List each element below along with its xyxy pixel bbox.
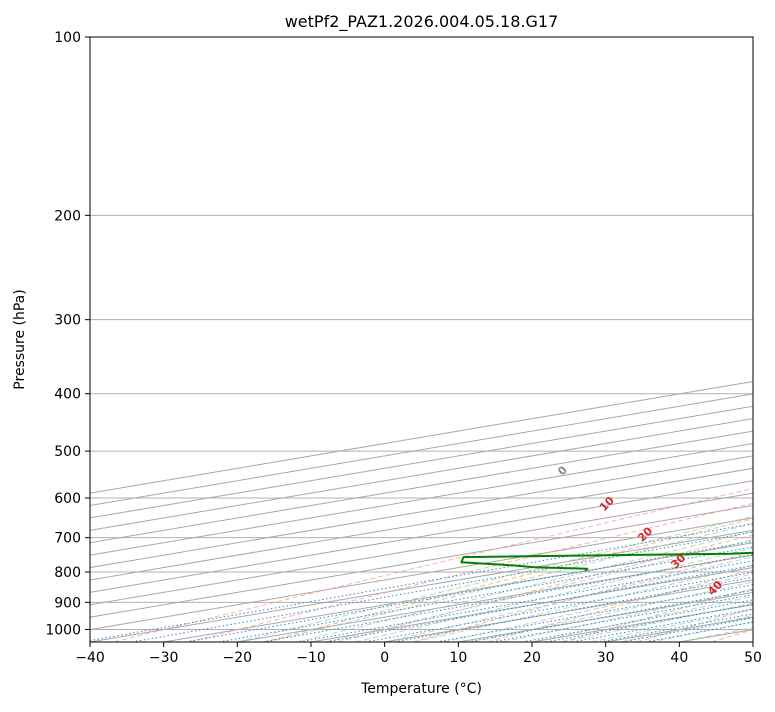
y-tick-label: 600 — [54, 491, 81, 507]
dewpoint-profile-line — [461, 37, 775, 570]
mixing-ratio-line — [622, 451, 775, 642]
isotherm-line — [0, 37, 775, 642]
moist-adiabat-line — [355, 37, 775, 642]
isotherm-line — [385, 37, 775, 642]
y-tick-label: 800 — [54, 565, 81, 581]
isotherm-line — [16, 37, 775, 642]
isotherm-line — [0, 37, 775, 642]
moist-adiabat-line — [385, 37, 775, 642]
data-series — [461, 37, 775, 570]
moist-adiabat-line — [591, 37, 775, 642]
isotherm-line — [0, 37, 775, 642]
dry-adiabat-line — [712, 37, 775, 642]
y-tick-label: 700 — [54, 531, 81, 547]
moist-adiabat-label: 0 — [555, 463, 570, 478]
moist-adiabat-line — [326, 37, 775, 642]
y-axis: 100 200 300 400 500 600 700 800 900 1000 — [45, 30, 90, 638]
x-tick-label: 10 — [449, 650, 467, 666]
y-tick-label: 1000 — [45, 622, 81, 638]
y-tick-label: 100 — [54, 30, 81, 46]
y-tick-label: 500 — [54, 444, 81, 460]
x-tick-label: −40 — [75, 650, 105, 666]
dry-adiabat-label: 10 — [597, 494, 617, 514]
isotherm-line — [164, 37, 775, 642]
moist-adiabat-line — [532, 37, 775, 642]
moist-adiabat-line — [650, 37, 775, 642]
mixing-ratio-line — [573, 451, 775, 642]
x-tick-label: 20 — [523, 650, 541, 666]
y-tick-label: 400 — [54, 387, 81, 403]
isotherm-line — [532, 37, 775, 642]
x-tick-label: −20 — [223, 650, 253, 666]
dry-adiabat-line — [114, 37, 775, 642]
y-tick-label: 200 — [54, 208, 81, 224]
x-axis-label: Temperature (°C) — [360, 681, 482, 697]
isotherm-line — [90, 37, 775, 642]
x-tick-label: 40 — [670, 650, 688, 666]
line-labels: 0.10.20.40.611.52346810131620253036-100-… — [555, 20, 775, 598]
isotherm-line — [0, 37, 775, 642]
x-tick-label: 0 — [380, 650, 389, 666]
y-tick-label: 900 — [54, 595, 81, 611]
x-tick-label: 50 — [744, 650, 762, 666]
mixing-ratio-line — [263, 451, 775, 642]
isotherm-line — [0, 37, 775, 642]
x-tick-label: −10 — [296, 650, 326, 666]
isotherm-line — [0, 37, 775, 642]
moist-adiabat-line — [562, 37, 775, 642]
isotherm-line — [753, 37, 775, 642]
dry-adiabat-label: 20 — [635, 524, 655, 544]
moist-adiabat-line — [473, 37, 775, 642]
moist-adiabat-line — [620, 37, 775, 642]
x-axis: −40 −30 −20 −10 0 10 20 30 40 50 — [75, 642, 762, 666]
isotherm-line — [0, 37, 775, 642]
isotherm-line — [0, 37, 775, 642]
x-tick-label: −30 — [149, 650, 179, 666]
isotherm-line — [0, 37, 775, 642]
mixing-ratio-line — [132, 451, 775, 642]
y-axis-label: Pressure (hPa) — [12, 289, 28, 389]
mixing-ratio-line — [365, 451, 775, 642]
chart-title: wetPf2_PAZ1.2026.004.05.18.G17 — [285, 12, 559, 32]
isotherm-line — [0, 37, 775, 642]
dry-adiabat-label: 40 — [705, 578, 725, 598]
y-tick-label: 300 — [54, 313, 81, 329]
x-tick-label: 30 — [597, 650, 615, 666]
background-lines — [0, 37, 775, 642]
isotherm-line — [0, 37, 775, 642]
